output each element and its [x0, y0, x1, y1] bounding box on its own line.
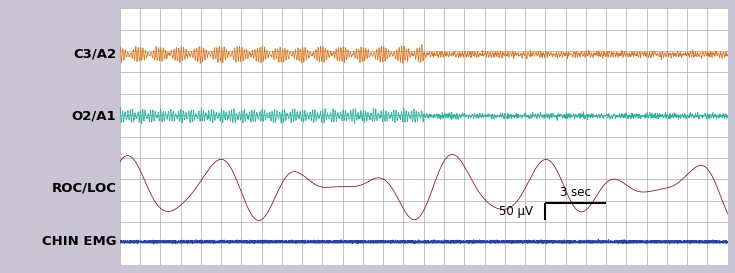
Text: ROC/LOC: ROC/LOC [51, 181, 116, 194]
Text: 3 sec: 3 sec [560, 186, 591, 199]
Text: O2/A1: O2/A1 [71, 109, 116, 123]
Text: CHIN EMG: CHIN EMG [41, 235, 116, 248]
Text: 50 μV: 50 μV [499, 205, 533, 218]
Text: C3/A2: C3/A2 [73, 48, 116, 61]
